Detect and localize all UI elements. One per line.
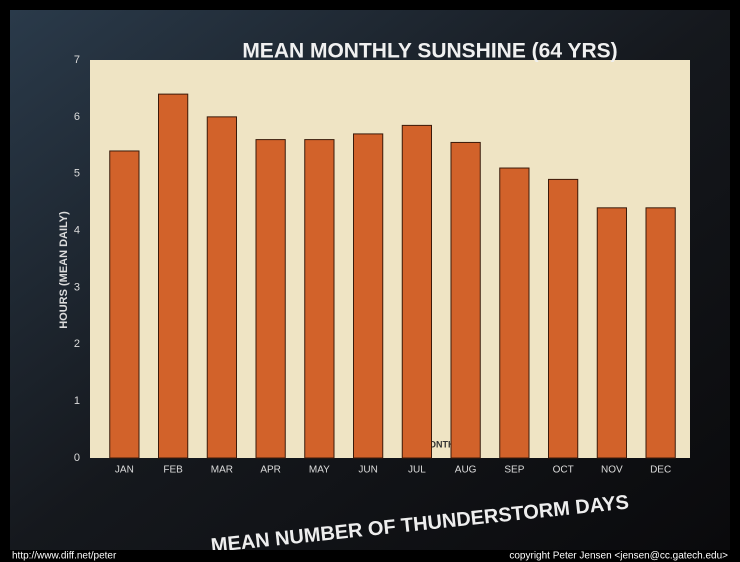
bar (158, 93, 189, 459)
bar (596, 207, 627, 459)
y-tick-label: 6 (74, 111, 80, 123)
x-tick-label: JUN (358, 465, 377, 476)
bar (548, 178, 579, 459)
x-tick-label: AUG (455, 465, 477, 476)
bar (109, 150, 140, 459)
bar (304, 139, 335, 459)
x-tick-label: MAY (309, 465, 330, 476)
y-tick-label: 0 (74, 452, 80, 464)
x-tick-label: SEP (504, 465, 524, 476)
y-tick-label: 7 (74, 54, 80, 66)
y-tick-label: 5 (74, 168, 80, 180)
y-tick-label: 1 (74, 395, 80, 407)
y-tick-label: 2 (74, 338, 80, 350)
x-tick-label: OCT (553, 465, 574, 476)
bar (255, 139, 286, 459)
footer-bar (0, 550, 740, 562)
footer-right: copyright Peter Jensen <jensen@cc.gatech… (509, 551, 728, 562)
bar (353, 133, 384, 459)
chart-title: MEAN MONTHLY SUNSHINE (64 YRS) (242, 40, 617, 63)
x-tick-label: FEB (163, 465, 183, 476)
bar (206, 116, 237, 459)
bar (645, 207, 676, 459)
bar (401, 124, 432, 459)
plot-area (90, 60, 690, 458)
x-tick-label: NOV (601, 465, 623, 476)
bar (450, 141, 481, 459)
x-tick-label: JAN (115, 465, 134, 476)
x-axis-label: MONTH (422, 439, 455, 449)
x-tick-label: APR (260, 465, 281, 476)
bar (499, 167, 530, 459)
x-tick-label: MAR (211, 465, 233, 476)
x-tick-label: DEC (650, 465, 671, 476)
y-tick-label: 3 (74, 281, 80, 293)
y-tick-label: 4 (74, 224, 80, 236)
y-axis-label: HOURS (MEAN DAILY) (58, 211, 70, 329)
x-tick-label: JUL (408, 465, 426, 476)
footer-left: http://www.diff.net/peter (12, 551, 117, 562)
